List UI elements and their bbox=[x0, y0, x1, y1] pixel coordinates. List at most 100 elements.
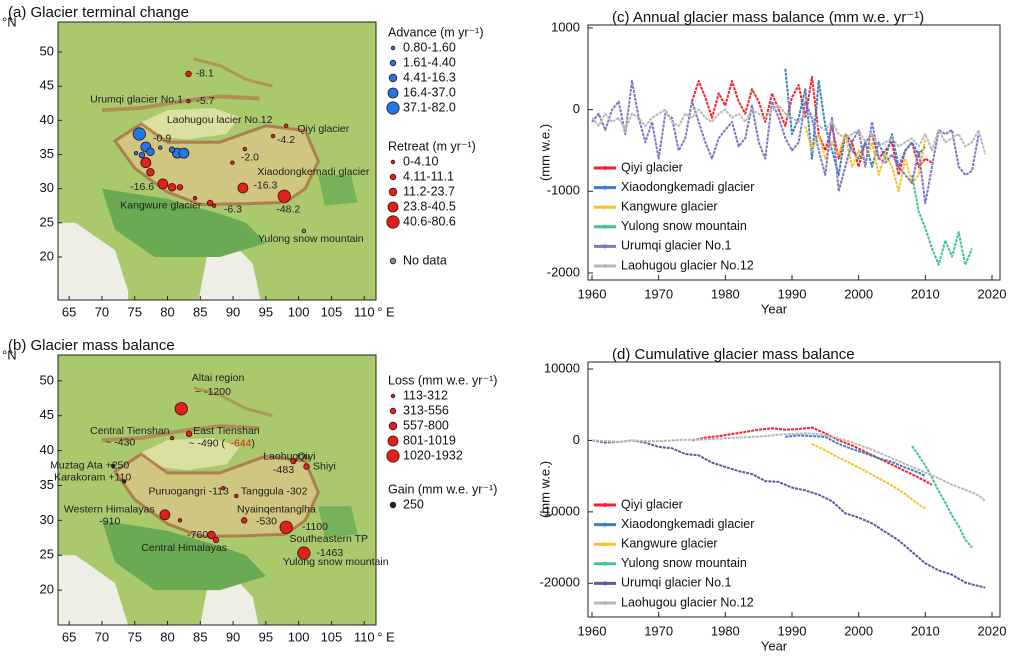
x-tick-label: 85 bbox=[193, 629, 207, 644]
x-tick-label: 2000 bbox=[844, 623, 873, 638]
annotation: -16.6 bbox=[130, 181, 154, 193]
legend-title: Advance (m yr⁻¹) bbox=[388, 25, 484, 39]
glacier-point bbox=[243, 147, 247, 151]
glacier-point bbox=[278, 190, 290, 202]
legend-label: 0.80-1.60 bbox=[403, 40, 456, 54]
legend-label: 1.61-4.40 bbox=[403, 55, 456, 69]
annotation: -760 bbox=[187, 529, 208, 541]
x-tick-label: 75 bbox=[127, 629, 141, 644]
legend-swatch bbox=[388, 88, 398, 98]
legend-label: 1020-1932 bbox=[403, 448, 463, 462]
glacier-point bbox=[139, 152, 145, 158]
legend-swatch-dot bbox=[603, 244, 607, 248]
y-tick-label: 40 bbox=[40, 112, 54, 127]
annotation: Karakoram +110 bbox=[54, 472, 131, 484]
legend-swatch bbox=[389, 188, 397, 196]
glacier-point bbox=[158, 146, 162, 150]
legend-label: 0-4.10 bbox=[403, 154, 438, 168]
legend-swatch bbox=[387, 216, 399, 228]
x-tick-label: 65 bbox=[62, 304, 76, 319]
x-tick-label: 1970 bbox=[644, 623, 673, 638]
glacier-point bbox=[178, 519, 182, 523]
legend-swatch-dot bbox=[603, 186, 607, 190]
annotation: -644 bbox=[230, 437, 251, 449]
annotation: -16.3 bbox=[253, 180, 277, 192]
legend-swatch bbox=[387, 450, 399, 462]
y-tick-label: 20 bbox=[40, 582, 54, 597]
x-tick-label: 1970 bbox=[644, 286, 673, 301]
y-unit: °N bbox=[2, 14, 17, 29]
y-tick-label: 0 bbox=[573, 432, 580, 447]
annotation: Western Himalayas bbox=[64, 504, 155, 516]
y-tick-label: 10000 bbox=[544, 360, 580, 375]
y-tick-label: 50 bbox=[40, 43, 54, 58]
x-axis-label: Year bbox=[761, 301, 788, 316]
glacier-point bbox=[147, 168, 155, 176]
legend-label: No data bbox=[403, 253, 447, 267]
x-tick-label: 80 bbox=[160, 304, 174, 319]
legend-swatch-dot bbox=[603, 205, 607, 209]
glacier-point bbox=[177, 184, 183, 190]
annotation: Muztag Ata +250 bbox=[50, 460, 129, 472]
glacier-point bbox=[168, 183, 176, 191]
x-tick-label: 2020 bbox=[978, 286, 1007, 301]
annotation: Laohugou lacier No.12 bbox=[167, 114, 273, 126]
chart-title: (b) Glacier mass balance bbox=[8, 337, 175, 354]
annotation: Kangwure glacier bbox=[120, 200, 202, 212]
glacier-point bbox=[133, 128, 145, 140]
glacier-point bbox=[160, 510, 170, 520]
glacier-point bbox=[186, 71, 192, 77]
annotation: Xiaodongkemadi glacier bbox=[257, 166, 370, 178]
x-tick-label: 105 bbox=[321, 629, 343, 644]
legend-swatch bbox=[391, 46, 395, 50]
x-tick-label: 95 bbox=[259, 304, 273, 319]
terrain-area bbox=[318, 175, 357, 206]
y-tick-label: 35 bbox=[40, 146, 54, 161]
x-tick-label: 2010 bbox=[911, 286, 940, 301]
legend-swatch bbox=[389, 422, 397, 430]
legend-swatch bbox=[390, 502, 396, 508]
annotation: -483 bbox=[273, 464, 294, 476]
legend-swatch-dot bbox=[603, 503, 607, 507]
legend-title: Retreat (m yr⁻¹) bbox=[388, 139, 476, 153]
legend-label: Laohugou glacier No.12 bbox=[621, 258, 754, 272]
annotation: Urumqi glacier No.1 bbox=[90, 94, 183, 106]
y-tick-label: -20000 bbox=[540, 575, 580, 590]
annotation: Tanggula -302 bbox=[241, 486, 308, 498]
annotation: -6.3 bbox=[224, 204, 242, 216]
glacier-point bbox=[241, 518, 247, 524]
legend-swatch bbox=[388, 436, 398, 446]
figure: (a) Glacier terminal change6570758085909… bbox=[0, 0, 1034, 662]
x-tick-label: 1980 bbox=[711, 286, 740, 301]
x-tick-label: 2000 bbox=[844, 286, 873, 301]
glacier-point bbox=[169, 147, 175, 153]
legend-title: Gain (mm w.e. yr⁻¹) bbox=[388, 482, 497, 496]
legend-label: 11.2-23.7 bbox=[403, 184, 455, 198]
annotation: -8.1 bbox=[196, 68, 214, 80]
annotation: -1463 bbox=[316, 547, 343, 559]
glacier-point bbox=[158, 179, 168, 189]
legend-label: Laohugou glacier No.12 bbox=[621, 595, 754, 609]
chart-title: (d) Cumulative glacier mass balance bbox=[612, 346, 855, 363]
x-tick-label: 100 bbox=[288, 629, 310, 644]
glacier-point bbox=[147, 148, 155, 156]
glacier-point bbox=[284, 124, 288, 128]
x-tick-label: 70 bbox=[95, 629, 109, 644]
annotation: Qiyi glacier bbox=[297, 123, 349, 135]
legend-label: Kangwure glacier bbox=[621, 536, 718, 550]
annotation: Nyainqentanglha bbox=[237, 504, 316, 516]
glacier-point bbox=[304, 464, 310, 470]
legend-label: Urumqi glacier No.1 bbox=[621, 239, 732, 253]
legend-swatch bbox=[387, 102, 399, 114]
legend-swatch-dot bbox=[603, 166, 607, 170]
legend-label: Xiaodongkemadi glacier bbox=[621, 517, 754, 531]
glacier-point bbox=[170, 436, 174, 440]
annotation: ~ -490 ( bbox=[188, 437, 225, 449]
x-tick-label: 110 bbox=[354, 629, 375, 644]
legend-swatch-dot bbox=[603, 523, 607, 527]
legend-label: Qiyi glacier bbox=[621, 497, 683, 511]
legend-swatch-dot bbox=[603, 542, 607, 546]
legend-swatch bbox=[391, 160, 395, 164]
glacier-point bbox=[235, 494, 239, 498]
x-unit: ° E bbox=[377, 629, 395, 644]
